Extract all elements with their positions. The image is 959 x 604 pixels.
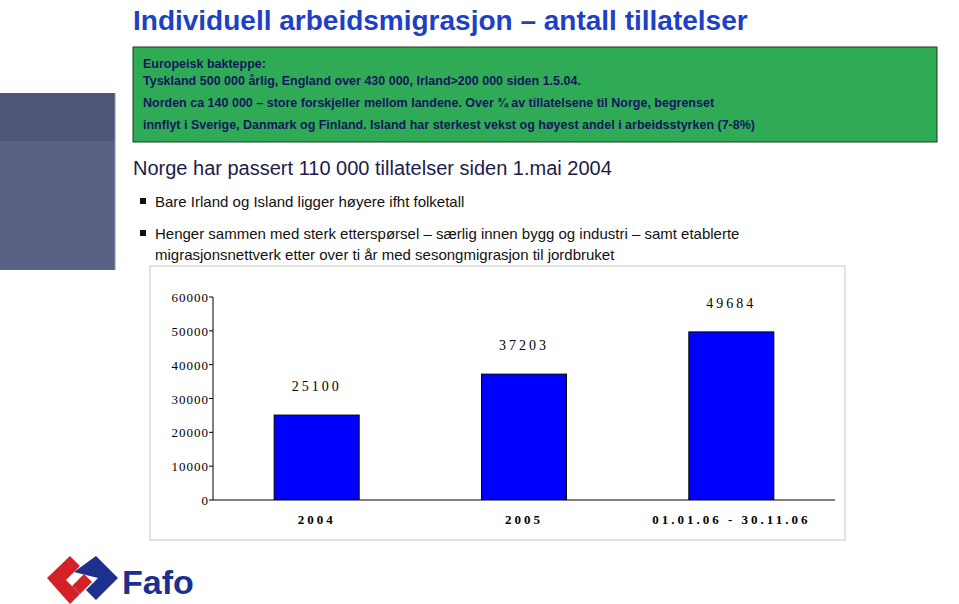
y-tick-label: 40000 bbox=[172, 358, 210, 373]
bullet bbox=[140, 198, 146, 204]
bullet-text: migrasjonsnettverk etter over ti år med … bbox=[155, 246, 615, 263]
slide: Individuell arbeidsmigrasjon – antall ti… bbox=[0, 0, 959, 604]
title: Individuell arbeidsmigrasjon – antall ti… bbox=[133, 5, 748, 36]
y-tick-label: 30000 bbox=[172, 392, 210, 407]
side-block-top bbox=[0, 93, 115, 141]
y-tick-label: 20000 bbox=[172, 425, 210, 440]
side-line bbox=[115, 93, 116, 270]
bar bbox=[689, 332, 774, 500]
y-tick-label: 10000 bbox=[172, 459, 210, 474]
subtitle: Norge har passert 110 000 tillatelser si… bbox=[133, 157, 612, 179]
y-tick-label: 60000 bbox=[172, 290, 210, 305]
bullet-text: Henger sammen med sterk etterspørsel – s… bbox=[155, 225, 739, 242]
box-text: Tyskland 500 000 årlig, England over 430… bbox=[143, 74, 581, 88]
info-box bbox=[133, 47, 937, 142]
x-tick-label: 2005 bbox=[505, 512, 543, 527]
bar bbox=[481, 374, 566, 500]
box-text: Norden ca 140 000 – store forskjeller me… bbox=[143, 96, 715, 110]
y-tick bbox=[209, 432, 213, 433]
logo: Fafo bbox=[47, 556, 194, 604]
data-label: 25100 bbox=[292, 379, 342, 394]
x-tick-label: 01.01.06 - 30.11.06 bbox=[652, 512, 810, 527]
y-tick bbox=[209, 330, 213, 331]
x-axis bbox=[213, 500, 835, 501]
logo-text: Fafo bbox=[122, 563, 194, 601]
y-tick bbox=[209, 466, 213, 467]
y-axis bbox=[213, 297, 214, 500]
y-tick bbox=[209, 297, 213, 298]
logo-shape bbox=[47, 556, 80, 604]
y-tick bbox=[209, 398, 213, 399]
y-tick-label: 0 bbox=[202, 493, 210, 508]
bullet bbox=[140, 230, 146, 236]
data-label: 49684 bbox=[706, 296, 756, 311]
x-tick-label: 2004 bbox=[298, 512, 336, 527]
bullet-text: Bare Irland og Island ligger høyere ifht… bbox=[155, 193, 464, 210]
data-label: 37203 bbox=[499, 338, 549, 353]
chart-frame bbox=[150, 266, 845, 540]
y-tick bbox=[209, 500, 213, 501]
side-block bbox=[0, 93, 115, 270]
bars bbox=[274, 332, 774, 500]
bar bbox=[274, 415, 359, 500]
y-tick-label: 50000 bbox=[172, 324, 210, 339]
y-tick bbox=[209, 364, 213, 365]
logo-shape bbox=[72, 574, 92, 594]
box-text: Europeisk bakteppe: bbox=[143, 57, 266, 71]
box-text: innflyt i Sverige, Danmark og Finland. I… bbox=[143, 118, 755, 132]
